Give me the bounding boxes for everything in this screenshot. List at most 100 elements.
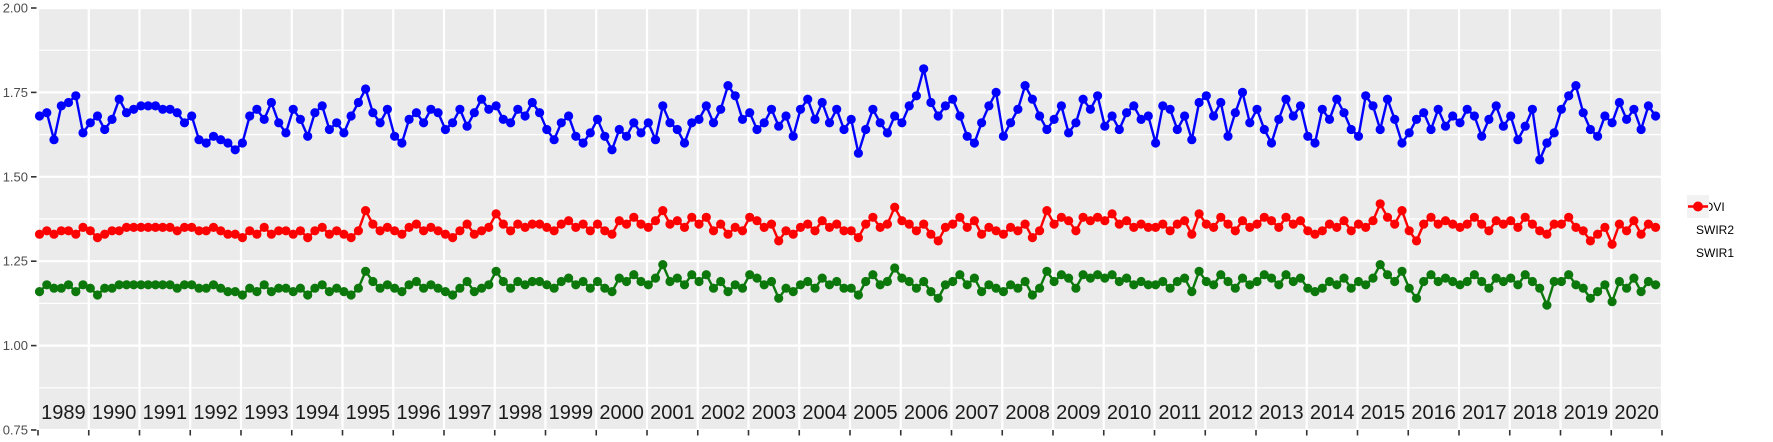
data-point-ndvi [636, 128, 646, 138]
data-point-swir1 [542, 222, 552, 232]
data-point-ndvi [317, 101, 327, 111]
data-point-swir1 [1535, 226, 1545, 236]
data-point-ndvi [375, 118, 385, 128]
data-point-ndvi [1107, 111, 1117, 121]
data-point-swir1 [426, 222, 436, 232]
data-point-swir2 [85, 283, 95, 293]
data-point-swir2 [759, 280, 769, 290]
data-point-swir1 [1295, 216, 1306, 226]
data-point-swir1 [774, 236, 784, 246]
data-point-ndvi [208, 131, 219, 141]
data-point-ndvi [1622, 114, 1632, 124]
data-point-swir2 [107, 283, 117, 293]
data-point-swir2 [1122, 273, 1132, 283]
data-point-swir2 [295, 283, 305, 293]
data-point-swir2 [324, 287, 334, 297]
data-point-swir2 [1230, 283, 1240, 293]
year-label: 2002 [701, 402, 746, 424]
data-point-swir1 [1469, 212, 1479, 222]
year-label: 2010 [1107, 402, 1152, 424]
data-point-swir1 [571, 222, 581, 232]
data-point-ndvi [585, 128, 595, 138]
data-point-swir1 [448, 233, 458, 243]
legend: NDVI SWIR2 SWIR1 [1687, 195, 1734, 264]
data-point-swir1 [701, 212, 711, 222]
data-point-ndvi [1122, 108, 1132, 118]
data-point-swir1 [1564, 212, 1574, 222]
data-point-ndvi [1035, 111, 1045, 121]
data-point-ndvi [491, 101, 501, 111]
data-point-ndvi [969, 138, 980, 148]
data-point-swir1 [230, 229, 240, 239]
data-point-ndvi [658, 101, 668, 111]
data-point-swir1 [549, 226, 559, 236]
data-point-ndvi [832, 104, 842, 114]
data-point-swir2 [1346, 283, 1356, 293]
data-point-ndvi [911, 91, 922, 101]
year-label: 2012 [1208, 402, 1253, 424]
data-point-ndvi [513, 104, 523, 114]
data-point-swir1 [781, 226, 791, 236]
data-point-ndvi [165, 104, 175, 114]
data-point-swir1 [1006, 222, 1016, 232]
data-point-swir2 [143, 280, 153, 290]
data-point-swir2 [1317, 283, 1327, 293]
data-point-swir1 [179, 222, 190, 232]
data-point-swir2 [977, 287, 987, 297]
year-label: 1998 [498, 402, 543, 424]
data-point-swir1 [1339, 216, 1349, 226]
data-point-swir2 [1564, 270, 1574, 280]
data-point-swir2 [1223, 276, 1233, 287]
data-point-swir2 [1165, 283, 1175, 293]
data-point-ndvi [114, 94, 124, 104]
data-point-swir2 [1433, 276, 1443, 287]
data-point-swir2 [882, 276, 893, 287]
data-point-ndvi [368, 108, 378, 118]
data-point-ndvi [1455, 118, 1465, 128]
data-point-ndvi [694, 114, 704, 124]
data-point-swir2 [252, 287, 262, 297]
data-point-swir2 [1187, 287, 1197, 297]
year-label: 1992 [193, 402, 238, 424]
data-point-swir2 [650, 273, 661, 283]
data-point-swir1 [998, 229, 1009, 239]
data-point-ndvi [687, 118, 697, 128]
data-point-swir1 [237, 233, 247, 243]
data-point-swir1 [1288, 219, 1298, 229]
data-point-swir1 [194, 226, 204, 236]
data-point-ndvi [1187, 135, 1197, 145]
data-point-swir2 [194, 283, 204, 293]
data-point-ndvi [766, 104, 777, 114]
data-point-swir1 [1049, 219, 1059, 229]
data-point-swir1 [382, 222, 392, 232]
data-point-swir1 [839, 226, 849, 236]
data-point-swir1 [1252, 219, 1262, 229]
year-label: 2018 [1513, 402, 1558, 424]
data-point-swir2 [1078, 270, 1088, 280]
data-point-ndvi [1469, 111, 1479, 121]
data-point-swir2 [1491, 273, 1501, 283]
year-label: 2019 [1564, 402, 1609, 424]
data-point-ndvi [237, 138, 247, 148]
data-point-swir2 [1549, 276, 1559, 287]
data-point-swir1 [390, 226, 400, 236]
data-point-ndvi [1230, 108, 1240, 118]
data-point-swir2 [1622, 283, 1632, 293]
data-point-swir2 [1129, 280, 1139, 290]
data-point-ndvi [1600, 111, 1610, 121]
data-point-swir2 [585, 283, 595, 293]
data-point-swir2 [1100, 273, 1110, 283]
data-point-swir1 [78, 222, 88, 232]
data-point-ndvi [824, 118, 835, 128]
data-point-swir2 [998, 287, 1009, 297]
data-point-swir1 [1209, 222, 1219, 232]
data-point-ndvi [1440, 121, 1451, 131]
data-point-swir2 [1469, 270, 1479, 280]
data-point-swir1 [1071, 226, 1081, 236]
data-point-ndvi [1629, 104, 1639, 114]
data-point-swir2 [672, 273, 682, 283]
data-point-swir1 [752, 216, 762, 226]
data-point-ndvi [1295, 101, 1306, 111]
data-point-swir2 [788, 287, 798, 297]
data-point-swir2 [361, 266, 371, 276]
